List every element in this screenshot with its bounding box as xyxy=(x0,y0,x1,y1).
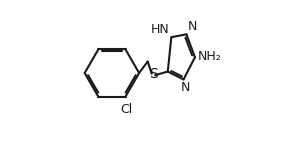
Text: N: N xyxy=(180,81,190,94)
Text: S: S xyxy=(149,67,158,81)
Text: Cl: Cl xyxy=(120,103,132,116)
Text: HN: HN xyxy=(151,23,170,36)
Text: N: N xyxy=(188,20,197,33)
Text: NH₂: NH₂ xyxy=(198,50,222,63)
